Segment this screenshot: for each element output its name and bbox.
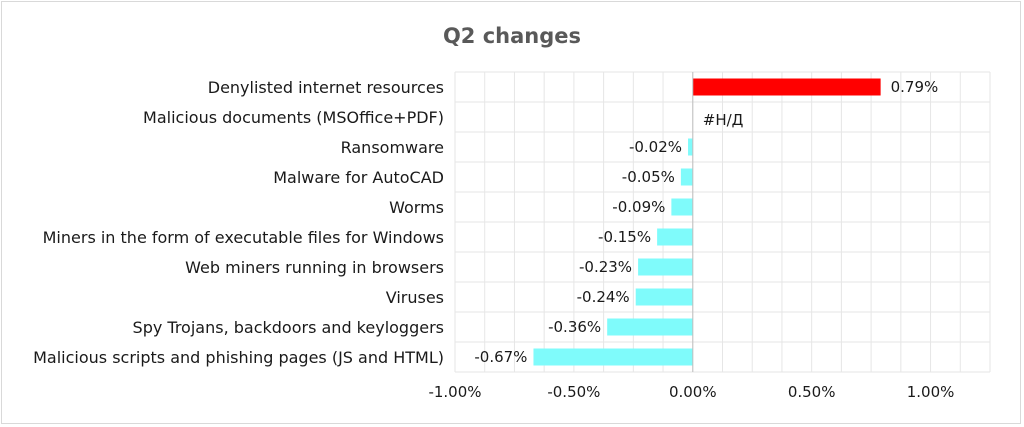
bars bbox=[533, 78, 881, 366]
x-tick-labels: -1.00% -0.50% 0.00% 0.50% 1.00% bbox=[428, 383, 954, 401]
bar bbox=[657, 228, 693, 246]
chart-title: Q2 changes bbox=[442, 24, 582, 48]
bar bbox=[533, 348, 693, 366]
category-label: Worms bbox=[389, 198, 444, 217]
category-label: Malware for AutoCAD bbox=[273, 168, 444, 187]
category-labels: Denylisted internet resources Malicious d… bbox=[33, 78, 444, 367]
data-label: #Н/Д bbox=[703, 111, 744, 129]
data-label: -0.24% bbox=[577, 288, 630, 306]
data-label: -0.09% bbox=[612, 198, 665, 216]
category-label: Spy Trojans, backdoors and keyloggers bbox=[133, 318, 444, 337]
data-label: -0.15% bbox=[598, 228, 651, 246]
category-label: Miners in the form of executable files f… bbox=[43, 228, 444, 247]
bar bbox=[688, 138, 693, 156]
bar bbox=[635, 288, 693, 306]
bar bbox=[680, 168, 693, 186]
category-label: Viruses bbox=[386, 288, 444, 307]
bar bbox=[607, 318, 693, 336]
bar bbox=[671, 198, 693, 216]
category-label: Denylisted internet resources bbox=[208, 78, 444, 97]
grid-lines bbox=[454, 71, 991, 373]
x-tick-label: 0.00% bbox=[669, 383, 717, 401]
x-tick-label: -1.00% bbox=[428, 383, 481, 401]
x-tick-label: -0.50% bbox=[547, 383, 600, 401]
data-labels: 0.79% #Н/Д -0.02% -0.05% -0.09% -0.15% -0.23% -… bbox=[474, 78, 938, 366]
data-label: -0.36% bbox=[548, 318, 601, 336]
data-label: -0.67% bbox=[474, 348, 527, 366]
category-label: Malicious scripts and phishing pages (JS… bbox=[33, 348, 444, 367]
category-label: Malicious documents (MSOffice+PDF) bbox=[143, 108, 444, 127]
bar bbox=[638, 258, 693, 276]
x-tick-label: 0.50% bbox=[788, 383, 836, 401]
category-label: Ransomware bbox=[341, 138, 444, 157]
data-label: 0.79% bbox=[891, 78, 939, 96]
data-label: -0.02% bbox=[629, 138, 682, 156]
category-label: Web miners running in browsers bbox=[185, 258, 444, 277]
x-tick-label: 1.00% bbox=[907, 383, 955, 401]
data-label: -0.23% bbox=[579, 258, 632, 276]
data-label: -0.05% bbox=[622, 168, 675, 186]
bar bbox=[692, 78, 881, 96]
